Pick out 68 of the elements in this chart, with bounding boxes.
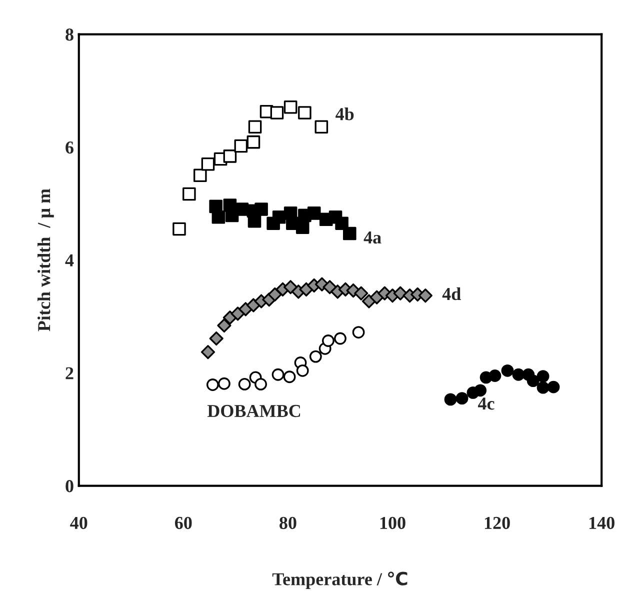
point: [526, 374, 540, 388]
point: [254, 378, 267, 390]
point: [456, 392, 468, 405]
point: [418, 288, 432, 303]
point: [209, 331, 224, 346]
point: [512, 368, 525, 381]
point: [314, 120, 328, 134]
point: [307, 206, 321, 220]
x-tick-label: 140: [589, 516, 614, 530]
point: [200, 344, 216, 360]
point: [194, 168, 207, 182]
point: [536, 381, 550, 394]
point: [296, 364, 309, 377]
point: [284, 100, 298, 114]
point: [334, 332, 346, 345]
y-tick-label: 0: [66, 480, 74, 492]
point: [238, 378, 251, 390]
point: [201, 157, 215, 171]
x-tick-label: 80: [280, 516, 296, 530]
series-label: DOBAMBC: [207, 404, 300, 418]
point: [235, 202, 249, 216]
point: [474, 384, 487, 397]
series-label: 4d: [442, 287, 461, 300]
point: [254, 202, 268, 216]
series-label: 4b: [336, 108, 354, 120]
point: [309, 350, 322, 363]
point: [283, 370, 296, 384]
y-tick-label: 6: [66, 141, 74, 154]
point: [352, 326, 365, 338]
x-axis-title: Temperature / ℃: [272, 572, 408, 589]
series-label: 4c: [478, 398, 494, 410]
point: [212, 210, 226, 224]
point: [272, 210, 286, 224]
y-tick-label: 2: [66, 367, 74, 380]
point: [217, 318, 232, 333]
point: [488, 370, 502, 382]
point: [270, 106, 284, 120]
point: [206, 378, 219, 391]
x-tick-label: 60: [175, 516, 192, 530]
point: [342, 226, 356, 240]
point: [444, 393, 457, 406]
y-tick-label: 4: [65, 254, 74, 266]
point: [246, 135, 260, 149]
point: [536, 370, 550, 383]
point: [296, 220, 310, 234]
point: [172, 222, 186, 236]
point: [182, 187, 196, 201]
x-tick-label: 120: [484, 516, 510, 530]
point: [298, 106, 312, 120]
x-tick-label: 40: [70, 516, 88, 530]
point: [218, 377, 230, 390]
point: [547, 380, 560, 394]
point: [501, 364, 514, 377]
point: [354, 286, 368, 300]
point: [268, 287, 282, 302]
y-tick-label: 8: [66, 28, 74, 41]
y-axis-title: Pitch witdth / μ m: [38, 188, 54, 332]
point: [234, 139, 248, 153]
point: [335, 216, 348, 230]
point: [272, 368, 284, 381]
point: [223, 150, 237, 163]
point: [322, 334, 334, 347]
series-label: 4a: [364, 232, 382, 244]
point: [393, 286, 408, 300]
point: [248, 120, 262, 134]
point: [248, 214, 262, 228]
point: [362, 294, 376, 308]
x-tick-label: 100: [380, 516, 406, 530]
